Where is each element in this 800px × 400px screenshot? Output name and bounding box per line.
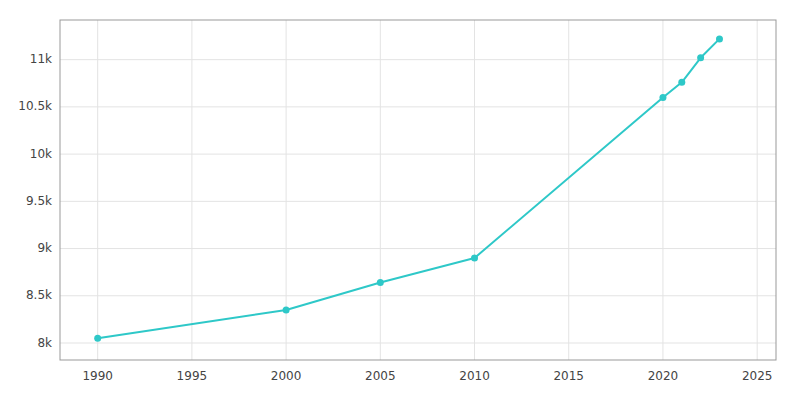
y-tick-label: 8k — [37, 336, 52, 350]
x-grid-line — [568, 20, 569, 360]
x-grid-line — [757, 20, 758, 360]
chart-svg: 8k 8.5k 9k 9.5k 10k 10.5k 11k 1990 1995 2000 2005 2… — [0, 0, 800, 400]
x-tick-label: 1995 — [177, 369, 208, 383]
y-grid-line — [60, 248, 776, 249]
x-grid-line — [474, 20, 475, 360]
y-tick-label: 8.5k — [26, 288, 52, 302]
y-grid-line — [60, 295, 776, 296]
chart-container: 8k 8.5k 9k 9.5k 10k 10.5k 11k 1990 1995 2000 2005 2… — [0, 0, 800, 400]
point — [678, 79, 685, 86]
y-grid-line — [60, 201, 776, 202]
y-grid-line — [60, 59, 776, 60]
x-tick-label: 2025 — [742, 369, 773, 383]
y-tick-label: 9k — [37, 241, 52, 255]
x-tick-label: 1990 — [82, 369, 113, 383]
grid — [60, 20, 776, 360]
y-tick-label: 9.5k — [26, 194, 52, 208]
data-layer — [94, 35, 723, 341]
axes: 8k 8.5k 9k 9.5k 10k 10.5k 11k 1990 1995 2000 2005 2… — [18, 20, 776, 383]
point — [697, 54, 704, 61]
point — [283, 306, 290, 313]
x-grid-line — [662, 20, 663, 360]
point — [377, 279, 384, 286]
y-grid-line — [60, 106, 776, 107]
point — [94, 335, 101, 342]
x-tick-label: 2015 — [553, 369, 584, 383]
y-tick-label: 10k — [30, 147, 52, 161]
plot-frame — [60, 20, 776, 360]
x-grid-line — [380, 20, 381, 360]
x-tick-label: 2010 — [459, 369, 490, 383]
y-grid-line — [60, 154, 776, 155]
point — [659, 94, 666, 101]
x-grid-line — [191, 20, 192, 360]
y-tick-label: 11k — [30, 52, 52, 66]
y-tick-label: 10.5k — [18, 99, 52, 113]
y-grid-line — [60, 343, 776, 344]
point — [716, 35, 723, 42]
line — [98, 39, 720, 338]
point — [471, 255, 478, 262]
x-tick-label: 2005 — [365, 369, 396, 383]
x-grid-line — [97, 20, 98, 360]
x-tick-label: 2020 — [648, 369, 679, 383]
x-tick-label: 2000 — [271, 369, 302, 383]
